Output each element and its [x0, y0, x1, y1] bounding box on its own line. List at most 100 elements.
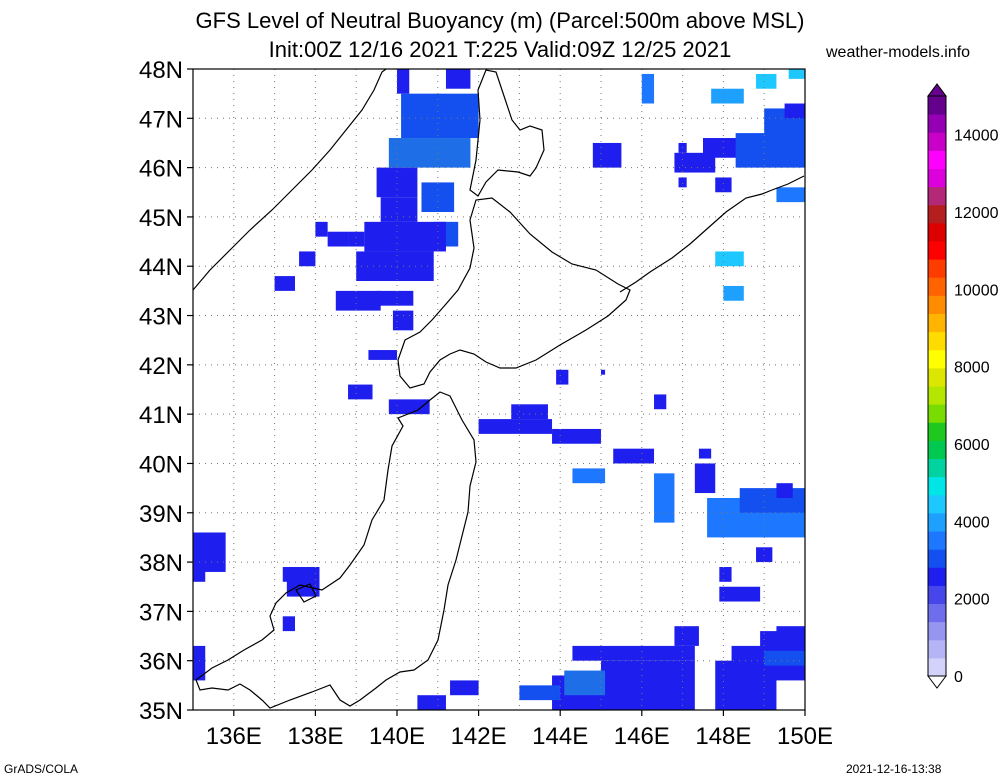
- lat-label: 39N: [139, 501, 183, 528]
- lat-label: 44N: [139, 254, 183, 281]
- field-cell: [348, 384, 373, 400]
- field-cell: [739, 488, 805, 513]
- colorbar-swatch: [928, 639, 946, 659]
- field-cell: [327, 231, 349, 247]
- field-cell: [356, 251, 434, 282]
- colorbar-label: 0: [954, 669, 963, 686]
- field-cell: [764, 650, 805, 666]
- field-cell: [678, 177, 687, 188]
- field-cell: [478, 419, 553, 434]
- lat-label: 37N: [139, 599, 183, 626]
- colorbar-swatch: [928, 603, 946, 623]
- field-cell: [368, 350, 397, 360]
- field-cell: [654, 394, 667, 410]
- colorbar-swatch: [928, 277, 946, 296]
- colorbar-swatch: [928, 512, 946, 532]
- field-cell: [735, 133, 805, 168]
- field-cell: [388, 399, 430, 415]
- colorbar-label: 4000: [954, 514, 990, 531]
- colorbar-min-arrow: [927, 675, 947, 689]
- lon-label: 150E: [777, 723, 833, 750]
- colorbar-label: 2000: [954, 592, 990, 609]
- colorbar-swatch: [928, 549, 946, 568]
- field-cell: [756, 73, 777, 89]
- colorbar-swatch: [928, 168, 946, 188]
- colorbar-label: 14000: [954, 128, 999, 145]
- colorbar-swatch: [928, 204, 946, 224]
- field-cell: [592, 142, 622, 168]
- lon-label: 144E: [532, 723, 588, 750]
- coastline-mainland: [193, 69, 387, 291]
- axis-labels: 35N 36N 37N 38N 39N 40N 41N 42N 43N 44N 45N 46N 47N 4…: [139, 57, 833, 750]
- coastline-kurils: [619, 175, 805, 293]
- colorbar-swatch: [928, 313, 946, 333]
- colorbar-swatch: [928, 476, 946, 496]
- field-cell: [715, 251, 744, 267]
- colorbar-swatch: [928, 259, 946, 278]
- colorbar-swatch: [928, 567, 946, 586]
- colorbar-swatch: [928, 186, 946, 206]
- field-cell: [564, 670, 606, 696]
- plot-frame: [192, 68, 806, 711]
- lon-label: 136E: [206, 723, 262, 750]
- field-cell: [572, 468, 606, 484]
- field-cell: [511, 404, 548, 420]
- colorbar-swatch: [928, 96, 946, 115]
- field-cell: [193, 567, 206, 582]
- field-cell: [698, 448, 712, 459]
- colorbar-swatch: [928, 331, 946, 351]
- colorbar-swatch: [928, 494, 946, 514]
- field-cell: [601, 660, 695, 710]
- field-cell: [392, 310, 414, 331]
- colorbar-swatch: [928, 150, 946, 169]
- colorbar: 0 2000 4000 6000 8000 10000 12000 14000: [927, 83, 999, 689]
- colorbar-swatch: [928, 386, 946, 405]
- lat-label: 43N: [139, 304, 183, 331]
- field-cell: [715, 177, 732, 193]
- field-cell: [552, 428, 601, 444]
- lat-label: 48N: [139, 57, 183, 84]
- lon-label: 142E: [451, 723, 507, 750]
- field-cell: [376, 290, 414, 306]
- field-cell: [348, 231, 365, 247]
- coastline-hokkaido: [397, 197, 631, 389]
- field-cell: [719, 567, 732, 582]
- field-cell: [694, 463, 716, 494]
- coastline-sado: [295, 583, 317, 603]
- field-cell: [776, 483, 793, 498]
- lat-lon-grid: [193, 69, 805, 710]
- colorbar-label: 6000: [954, 437, 990, 454]
- lon-label: 148E: [695, 723, 751, 750]
- field-cell: [380, 197, 418, 222]
- field-cell: [364, 221, 446, 252]
- field-cell: [674, 626, 699, 646]
- map-title-line-2: Init:00Z 12/16 2021 T:225 Valid:09Z 12/2…: [268, 37, 732, 62]
- colorbar-swatch: [928, 621, 946, 641]
- colorbar-swatch: [928, 531, 946, 550]
- colorbar-swatch: [928, 422, 946, 441]
- field-cell: [711, 88, 744, 104]
- field-cell: [572, 645, 695, 661]
- lon-label: 140E: [369, 723, 425, 750]
- field-cell: [376, 167, 418, 198]
- field-cell: [274, 276, 295, 291]
- lat-label: 47N: [139, 106, 183, 133]
- lat-label: 45N: [139, 205, 183, 232]
- colorbar-swatch: [928, 241, 946, 260]
- colorbar-swatch: [928, 114, 946, 133]
- colorbar-swatch: [928, 222, 946, 242]
- lon-label: 146E: [614, 723, 670, 750]
- lat-label: 35N: [139, 698, 183, 725]
- field-cell: [654, 473, 675, 523]
- lat-label: 42N: [139, 353, 183, 380]
- colorbar-swatch: [928, 367, 946, 387]
- colorbar-swatch: [928, 458, 946, 478]
- site-watermark: weather-models.info: [826, 44, 971, 61]
- field-cell: [788, 69, 805, 79]
- colorbar-label: 10000: [954, 282, 999, 299]
- colorbar-label: 8000: [954, 360, 990, 377]
- field-cell: [315, 221, 328, 237]
- field-cell: [641, 73, 655, 104]
- colorbar-swatch: [928, 404, 946, 423]
